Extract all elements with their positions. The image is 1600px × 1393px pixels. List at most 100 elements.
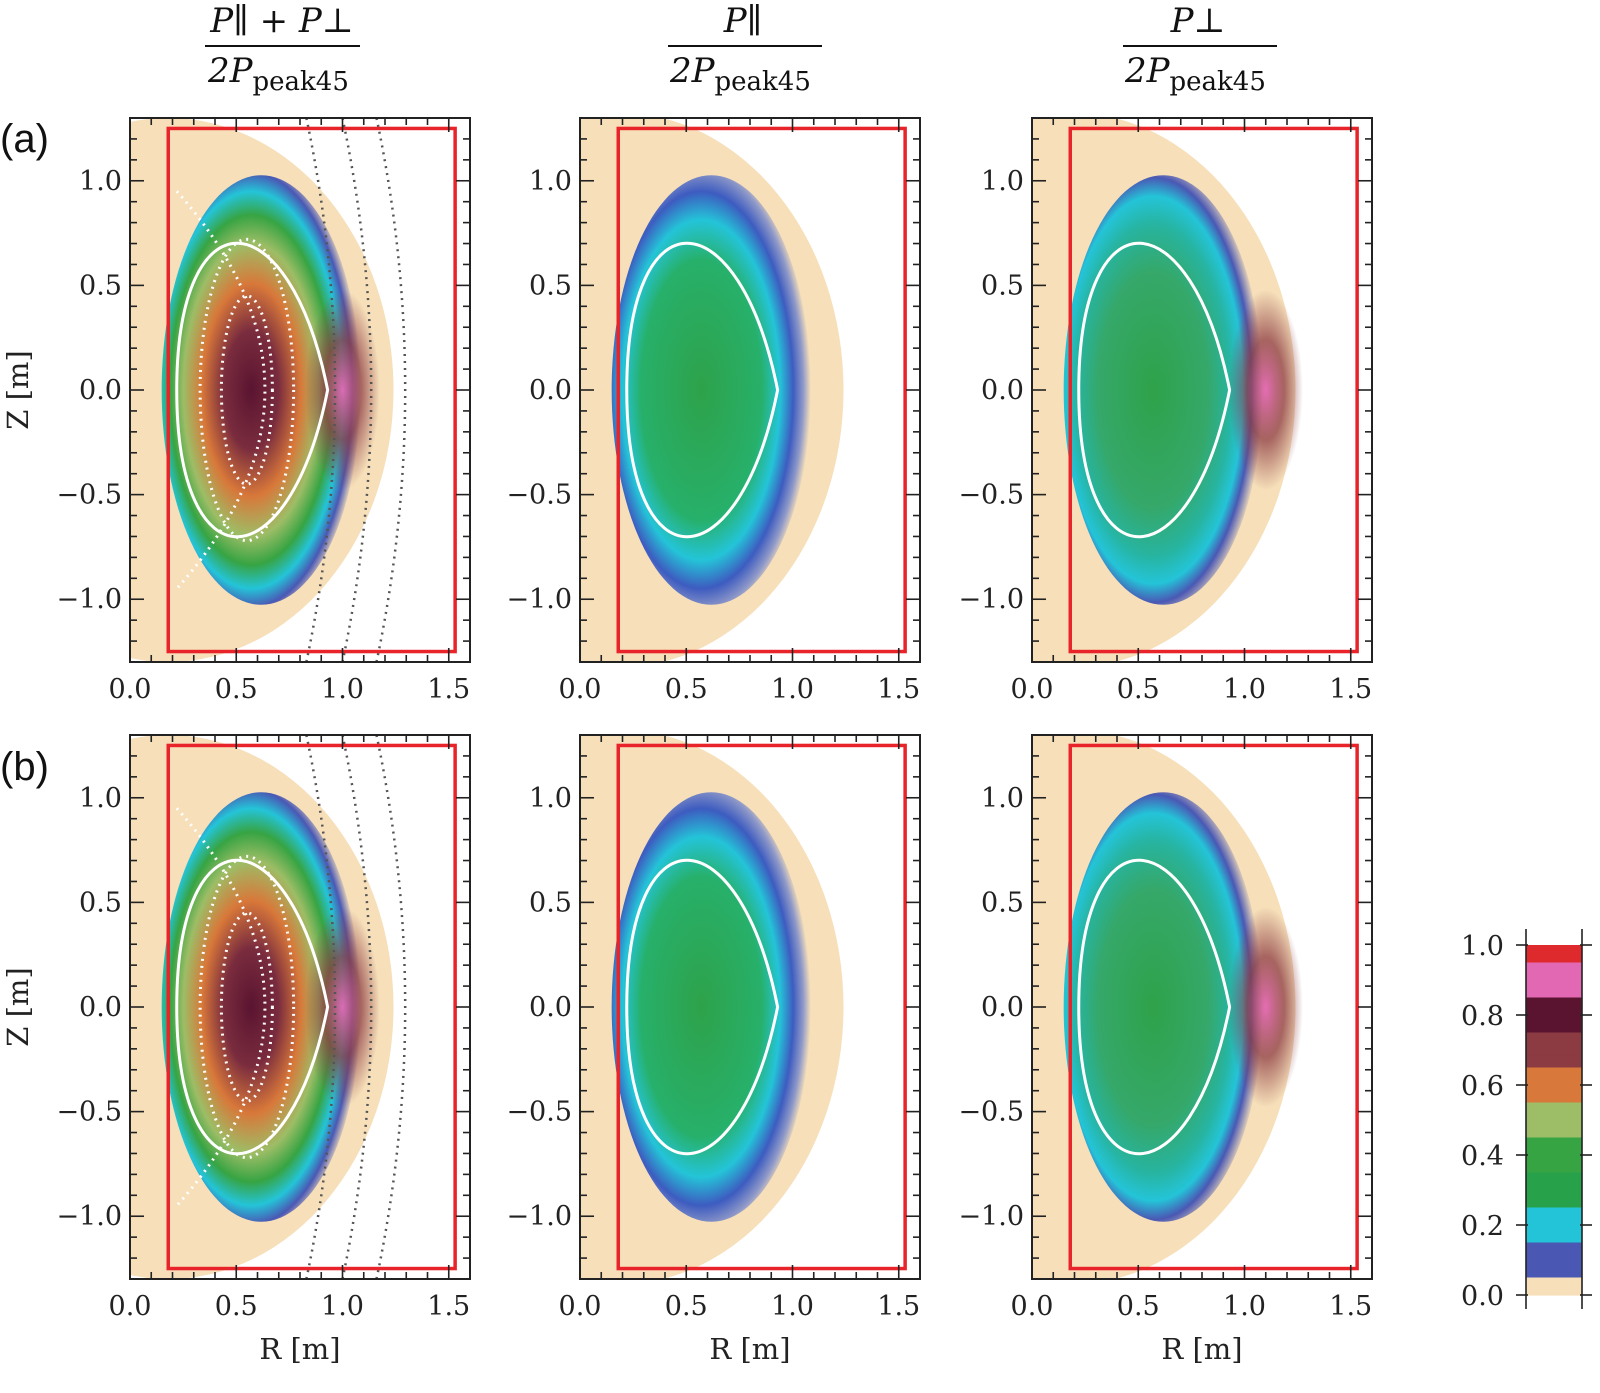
colorbar-segment [1526,1155,1582,1162]
colorbar-segment [1526,1026,1582,1034]
y-tick-label: 1.0 [981,166,1024,197]
colorbar-segment [1526,1009,1582,1016]
colorbar-segment [1526,1032,1582,1039]
flux-surface-inner [219,294,274,486]
header-parallel: P∥ 2Ppeak45 [668,1,822,97]
y-tick-label: 0.0 [981,992,1024,1023]
header-parallel-denominator: 2Ppeak45 [669,51,811,97]
y-tick-label: −0.5 [506,480,572,511]
y-tick-label: −0.5 [506,1097,572,1128]
y-tick-label: 0.5 [981,270,1024,301]
flux-surface-outer [375,118,407,662]
plot-area [130,735,470,1279]
colorbar-segment [1526,1114,1582,1121]
y-tick-label: −1.0 [506,584,572,615]
y-tick-label: −1.0 [56,1201,122,1232]
colorbar-segment [1526,1125,1582,1133]
x-tick-label: 1.5 [427,674,470,705]
colorbar-segment [1526,1166,1582,1174]
vessel-boundary [616,743,907,1271]
pressure-field [611,175,811,605]
y-tick-label: −0.5 [958,480,1024,511]
x-tick-label: 1.0 [321,1291,364,1322]
den-sub: peak45 [1170,67,1266,97]
colorbar-segment [1526,1207,1582,1214]
colorbar-segment [1526,1020,1582,1028]
header-perpendicular-numerator: P⊥ [1170,1,1226,41]
plot-area [1032,118,1372,662]
x-tick-label: 0.0 [109,1291,152,1322]
y-tick-label: −1.0 [56,584,122,615]
y-tick-label: 1.0 [981,783,1024,814]
colorbar-segment [1526,980,1582,987]
colorbar-segment [1526,1178,1582,1185]
colorbar-segment [1526,1277,1582,1284]
y-tick-label: −1.0 [958,584,1024,615]
panel-a-total: 0.0 0.5 1.0 1.5 1.0 0.5 0.0 −0.5 −1.0 Z [m] [1,117,471,705]
colorbar: 1.0 0.8 0.6 0.4 0.2 0.0 [1461,929,1592,1312]
colorbar-segment [1526,1230,1582,1238]
colorbar-tick-label: 0.0 [1461,1281,1504,1312]
y-tick-label: −0.5 [56,1097,122,1128]
y-tick-label: 0.5 [79,887,122,918]
plot-area [580,735,920,1279]
den-prefix: 2P [207,51,254,91]
colorbar-tick-label: 1.0 [1461,931,1504,962]
separatrix [175,858,330,1156]
colorbar-segment [1526,1055,1582,1063]
pressure-field [1063,175,1263,605]
y-tick-label: −1.0 [506,1201,572,1232]
x-tick-label: 0.0 [1011,1291,1054,1322]
separatrix [625,241,780,539]
colorbar-segment [1526,1044,1582,1051]
colorbar-segment [1526,1149,1582,1156]
colorbar-segment [1526,945,1582,952]
y-tick-label: 0.0 [981,375,1024,406]
colorbar-segment [1526,1248,1582,1255]
colorbar-segment [1526,974,1582,981]
x-tick-label: 0.5 [665,674,708,705]
column-headers: P∥ + P⊥ 2Ppeak45 P∥ 2Ppeak45 P⊥ 2Ppeak45 [205,1,1277,97]
colorbar-segment [1526,956,1582,964]
colorbar-tick-label: 0.4 [1461,1141,1504,1172]
panel-b-parallel: 0.0 0.5 1.0 1.5 1.0 0.5 0.0 −0.5 −1.0 R [m] [506,734,921,1366]
colorbar-segment [1526,1260,1582,1267]
x-tick-label: 1.5 [877,674,920,705]
colorbar-segment [1526,962,1582,969]
colorbar-segment [1526,1108,1582,1115]
hot-spot [1228,906,1303,1108]
colorbar-segment [1526,1265,1582,1273]
colorbar-tick-label: 0.6 [1461,1071,1504,1102]
colorbar-segment [1526,968,1582,975]
y-tick-label: −0.5 [56,480,122,511]
colorbar-segment [1526,1131,1582,1139]
colorbar-segment [1526,985,1582,993]
colorbar-segment [1526,1143,1582,1150]
colorbar-segment [1526,1038,1582,1045]
colorbar-segment [1526,1195,1582,1203]
y-tick-label: 1.0 [79,166,122,197]
plot-area [1032,735,1372,1279]
den-prefix: 2P [669,51,716,91]
y-tick-label: 0.5 [79,270,122,301]
separatrix [625,858,780,1156]
den-sub: peak45 [253,67,349,97]
colorbar-segment [1526,1085,1582,1092]
header-perpendicular-denominator: 2Ppeak45 [1124,51,1266,97]
header-total-denominator: 2Ppeak45 [207,51,349,97]
colorbar-tick-label: 0.8 [1461,1001,1504,1032]
x-tick-label: 0.0 [1011,674,1054,705]
x-tick-label: 0.5 [1117,1291,1160,1322]
colorbar-segment [1526,1050,1582,1057]
den-sub: peak45 [715,67,811,97]
header-perpendicular: P⊥ 2Ppeak45 [1123,1,1277,97]
x-tick-label: 1.0 [321,674,364,705]
colorbar-segment [1526,1289,1582,1296]
x-axis-label: R [m] [1161,1332,1242,1366]
flux-surface-outer [375,735,407,1279]
pressure-field [611,792,811,1222]
plot-area [580,118,920,662]
header-total: P∥ + P⊥ 2Ppeak45 [205,1,360,97]
colorbar-segment [1526,1079,1582,1086]
y-tick-label: −1.0 [958,1201,1024,1232]
